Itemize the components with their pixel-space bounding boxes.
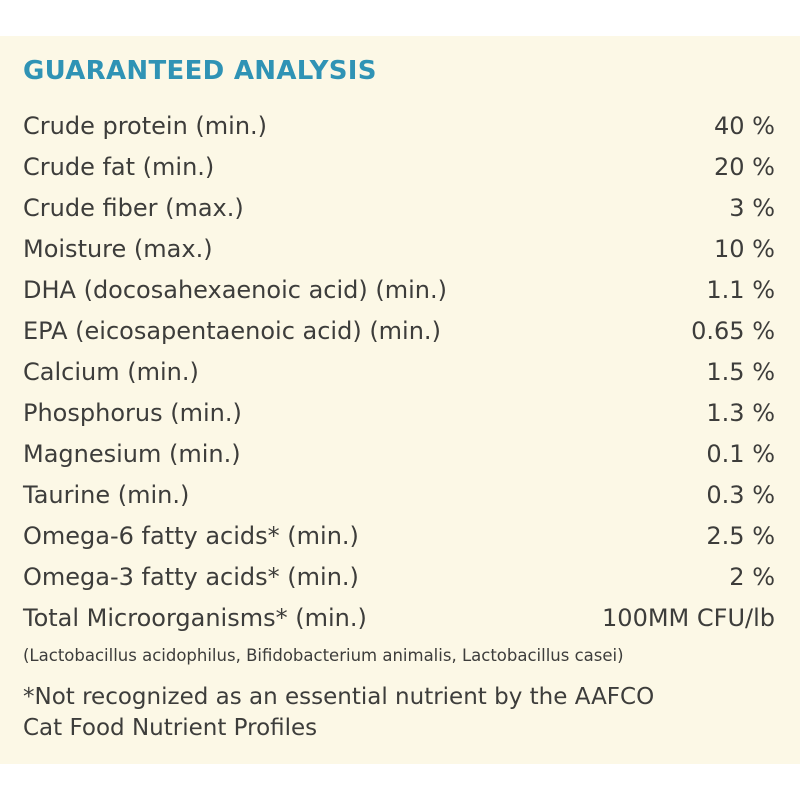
- nutrient-amount: 10 %: [714, 235, 775, 263]
- analysis-table: Crude protein (min.) 40 % Crude fat (min…: [23, 106, 775, 639]
- nutrient-label: Taurine (min.): [23, 481, 190, 509]
- analysis-row: Total Microorganisms* (min.) 100MM CFU/l…: [23, 598, 775, 639]
- nutrient-label: Phosphorus (min.): [23, 399, 242, 427]
- aafco-footnote: *Not recognized as an essential nutrient…: [23, 682, 783, 744]
- footnote-line: Cat Food Nutrient Profiles: [23, 715, 318, 741]
- nutrient-label: Crude fat (min.): [23, 153, 215, 181]
- section-title: GUARANTEED ANALYSIS: [23, 56, 377, 86]
- nutrient-amount: 2 %: [729, 563, 775, 591]
- analysis-row: DHA (docosahexaenoic acid) (min.) 1.1 %: [23, 270, 775, 311]
- analysis-row: Crude protein (min.) 40 %: [23, 106, 775, 147]
- nutrient-label: Moisture (max.): [23, 235, 213, 263]
- analysis-row: Calcium (min.) 1.5 %: [23, 352, 775, 393]
- nutrient-label: Crude fiber (max.): [23, 194, 244, 222]
- analysis-row: Omega-3 fatty acids* (min.) 2 %: [23, 557, 775, 598]
- nutrient-label: Omega-3 fatty acids* (min.): [23, 563, 359, 591]
- nutrient-label: Total Microorganisms* (min.): [23, 604, 367, 632]
- footnote-line: *Not recognized as an essential nutrient…: [23, 684, 655, 710]
- analysis-row: Phosphorus (min.) 1.3 %: [23, 393, 775, 434]
- analysis-row: Omega-6 fatty acids* (min.) 2.5 %: [23, 516, 775, 557]
- analysis-row: EPA (eicosapentaenoic acid) (min.) 0.65 …: [23, 311, 775, 352]
- nutrient-amount: 1.5 %: [706, 358, 775, 386]
- analysis-row: Taurine (min.) 0.3 %: [23, 475, 775, 516]
- nutrient-label: Calcium (min.): [23, 358, 199, 386]
- analysis-row: Moisture (max.) 10 %: [23, 229, 775, 270]
- nutrient-amount: 0.65 %: [691, 317, 775, 345]
- nutrient-amount: 2.5 %: [706, 522, 775, 550]
- nutrient-label: EPA (eicosapentaenoic acid) (min.): [23, 317, 441, 345]
- nutrient-amount: 0.1 %: [706, 440, 775, 468]
- analysis-row: Magnesium (min.) 0.1 %: [23, 434, 775, 475]
- nutrient-amount: 40 %: [714, 112, 775, 140]
- nutrient-label: DHA (docosahexaenoic acid) (min.): [23, 276, 447, 304]
- microorganisms-note: (Lactobacillus acidophilus, Bifidobacter…: [23, 646, 624, 665]
- nutrient-amount: 1.1 %: [706, 276, 775, 304]
- nutrient-amount: 3 %: [729, 194, 775, 222]
- nutrient-label: Crude protein (min.): [23, 112, 268, 140]
- guaranteed-analysis-panel: GUARANTEED ANALYSIS Crude protein (min.)…: [0, 36, 800, 764]
- nutrient-amount: 0.3 %: [706, 481, 775, 509]
- nutrient-amount: 100MM CFU/lb: [602, 604, 775, 632]
- nutrient-label: Magnesium (min.): [23, 440, 241, 468]
- analysis-row: Crude fat (min.) 20 %: [23, 147, 775, 188]
- nutrient-label: Omega-6 fatty acids* (min.): [23, 522, 359, 550]
- nutrient-amount: 1.3 %: [706, 399, 775, 427]
- nutrient-amount: 20 %: [714, 153, 775, 181]
- analysis-row: Crude fiber (max.) 3 %: [23, 188, 775, 229]
